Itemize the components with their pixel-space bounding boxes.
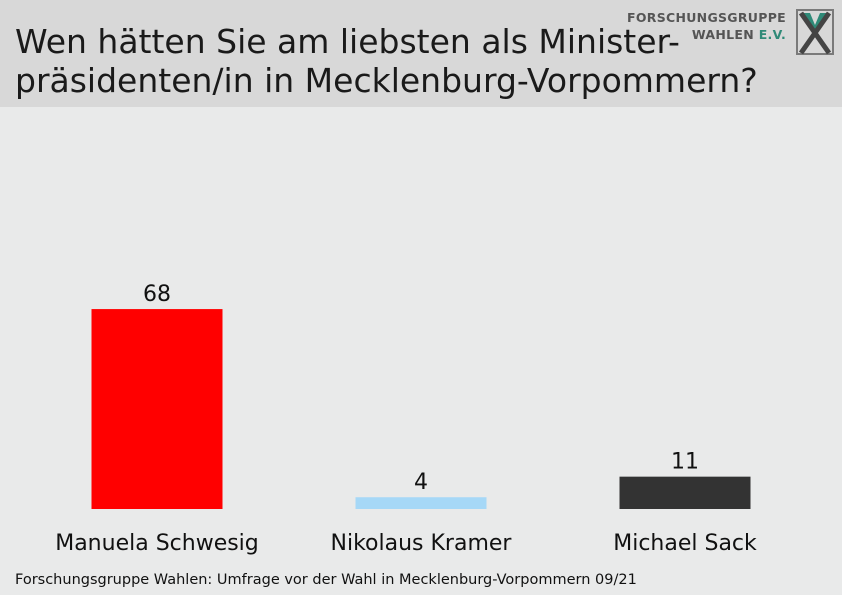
- chart-title-line2: präsidenten/in in Mecklenburg-Vorpommern…: [15, 61, 758, 100]
- logo-text-ev: E.V.: [758, 27, 786, 42]
- logo-text-line2: WAHLEN E.V.: [692, 27, 786, 42]
- bar-nikolaus-kramer: [355, 497, 487, 509]
- chart-title: Wen hätten Sie am liebsten als Minister-…: [15, 22, 775, 100]
- data-label-nikolaus-kramer: 4: [414, 470, 428, 495]
- bar-chart: 68 Manuela Schwesig 4 Nikolaus Kramer 11 Mich…: [55, 282, 757, 556]
- category-label-nikolaus-kramer: Nikolaus Kramer: [331, 531, 513, 556]
- chart-header: Wen hätten Sie am liebsten als Minister-…: [0, 0, 842, 107]
- forschungsgruppe-wahlen-logo: FORSCHUNGSGRUPPE WAHLEN E.V.: [627, 9, 838, 57]
- source-note: Forschungsgruppe Wahlen: Umfrage vor der…: [15, 572, 637, 588]
- chart-title-line1: Wen hätten Sie am liebsten als Minister-: [15, 22, 680, 61]
- logo-text-wahlen: WAHLEN: [691, 27, 755, 42]
- category-label-manuela-schwesig: Manuela Schwesig: [55, 531, 259, 556]
- data-label-manuela-schwesig: 68: [143, 282, 171, 307]
- category-label-michael-sack: Michael Sack: [613, 531, 757, 556]
- logo-text-line1: FORSCHUNGSGRUPPE: [627, 10, 786, 25]
- bar-manuela-schwesig: [91, 309, 223, 509]
- data-label-michael-sack: 11: [671, 450, 699, 475]
- bar-michael-sack: [619, 476, 751, 509]
- logo-x-mark-icon: [796, 9, 834, 55]
